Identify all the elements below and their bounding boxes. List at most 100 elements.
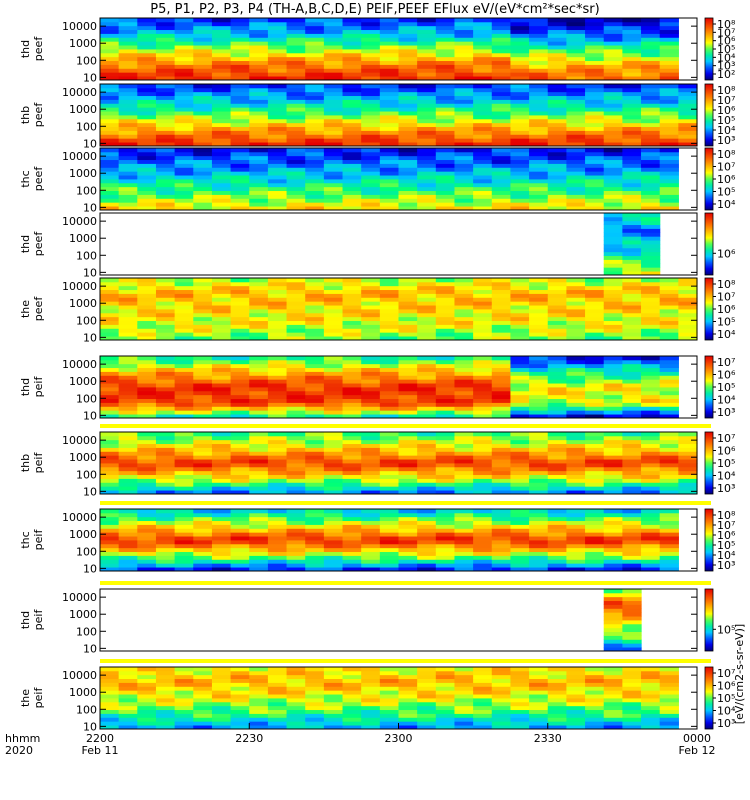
heatmap-cell <box>547 95 568 100</box>
heatmap-cell <box>659 447 679 452</box>
heatmap-cell <box>641 247 661 253</box>
heatmap-cell <box>211 356 232 361</box>
heatmap-cell <box>641 402 661 407</box>
heatmap-cell <box>529 717 549 722</box>
heatmap-cell <box>305 64 325 69</box>
heatmap-cell <box>193 451 213 456</box>
heatmap-cell <box>566 33 586 38</box>
heatmap-cell <box>454 56 474 62</box>
heatmap-cell <box>211 414 232 419</box>
heatmap-cell <box>641 717 661 722</box>
heatmap-cell <box>100 297 120 302</box>
heatmap-cell <box>342 87 362 93</box>
heatmap-cell <box>622 725 642 730</box>
heatmap-cell <box>211 390 232 396</box>
colorbar-tick-label: 10³ <box>717 717 735 730</box>
heatmap-cell <box>454 725 474 730</box>
heatmap-cell <box>603 694 623 699</box>
heatmap-cell <box>641 206 661 211</box>
heatmap-cell <box>659 466 679 472</box>
heatmap-cell <box>473 37 493 42</box>
heatmap-cell <box>193 536 213 541</box>
heatmap-cell <box>398 512 418 518</box>
heatmap-cell <box>267 371 288 376</box>
heatmap-cell <box>417 21 437 27</box>
heatmap-cell <box>323 390 344 396</box>
heatmap-cell <box>585 186 605 192</box>
heatmap-cell <box>361 674 381 680</box>
heatmap-cell <box>174 532 194 537</box>
heatmap-cell <box>249 555 269 560</box>
panel-species-label: peef <box>32 296 45 322</box>
heatmap-cell <box>230 202 250 207</box>
heatmap-cell <box>398 470 418 476</box>
heatmap-cell <box>286 543 306 549</box>
colorbar-tick-label: 10⁴ <box>717 328 736 341</box>
heatmap-cell <box>417 281 437 287</box>
heatmap-cell <box>230 285 250 291</box>
heatmap-cell <box>641 72 661 77</box>
heatmap-cell <box>193 163 213 168</box>
heatmap-cell <box>641 130 661 135</box>
heatmap-cell <box>454 33 474 38</box>
heatmap-cell <box>323 686 344 691</box>
heatmap-cell <box>100 406 120 411</box>
heatmap-cell <box>659 68 679 73</box>
heatmap-cell <box>510 474 530 479</box>
heatmap-cell <box>118 466 138 472</box>
heatmap-cell <box>473 25 493 31</box>
heatmap-cell <box>398 21 418 27</box>
heatmap-cell <box>585 439 605 445</box>
heatmap-cell <box>529 84 549 89</box>
heatmap-cell <box>622 713 642 718</box>
heatmap-cell <box>286 68 306 73</box>
heatmap-cell <box>193 466 213 472</box>
heatmap-cell <box>249 18 269 23</box>
heatmap-cell <box>379 439 400 445</box>
heatmap-cell <box>491 29 512 34</box>
heatmap-cell <box>361 52 381 58</box>
heatmap-cell <box>137 175 157 180</box>
heatmap-cell <box>305 532 325 537</box>
heatmap-cell <box>305 155 325 161</box>
heatmap-cell <box>529 33 549 38</box>
heatmap-cell <box>323 72 344 77</box>
heatmap-cell <box>155 155 176 161</box>
heatmap-cell <box>641 122 661 128</box>
heatmap-cell <box>193 41 213 46</box>
heatmap-cell <box>137 559 157 564</box>
heatmap-cell <box>603 49 623 54</box>
heatmap-cell <box>547 202 568 207</box>
heatmap-cell <box>529 126 549 131</box>
heatmap-cell <box>491 356 512 361</box>
heatmap-cell <box>361 126 381 131</box>
heatmap-cell <box>491 182 512 188</box>
heatmap-cell <box>100 179 120 184</box>
heatmap-cell <box>473 198 493 203</box>
heatmap-cell <box>398 171 418 176</box>
heatmap-cell <box>603 512 623 518</box>
heatmap-cell <box>323 91 344 97</box>
heatmap-cell <box>342 118 362 124</box>
heatmap-cell <box>435 694 456 699</box>
heatmap-cell <box>659 155 679 161</box>
heatmap-cell <box>659 512 679 518</box>
heatmap-cell <box>659 320 679 325</box>
heatmap-cell <box>118 29 138 34</box>
heatmap-cell <box>603 559 623 564</box>
heatmap-cell <box>547 312 568 318</box>
heatmap-cell <box>249 95 269 100</box>
heatmap-cell <box>510 25 530 31</box>
heatmap-cell <box>155 375 176 380</box>
colorbar-tick-label: 10⁸ <box>717 84 736 97</box>
heatmap-cell <box>267 709 288 714</box>
heatmap-cell <box>547 186 568 192</box>
heatmap-cell <box>417 320 437 325</box>
heatmap-cell <box>174 678 194 683</box>
heatmap-cell <box>678 103 698 108</box>
heatmap-cell <box>249 281 269 287</box>
heatmap-cell <box>435 559 456 564</box>
heatmap-cell <box>417 68 437 73</box>
heatmap-cell <box>473 293 493 298</box>
heatmap-cell <box>361 56 381 62</box>
